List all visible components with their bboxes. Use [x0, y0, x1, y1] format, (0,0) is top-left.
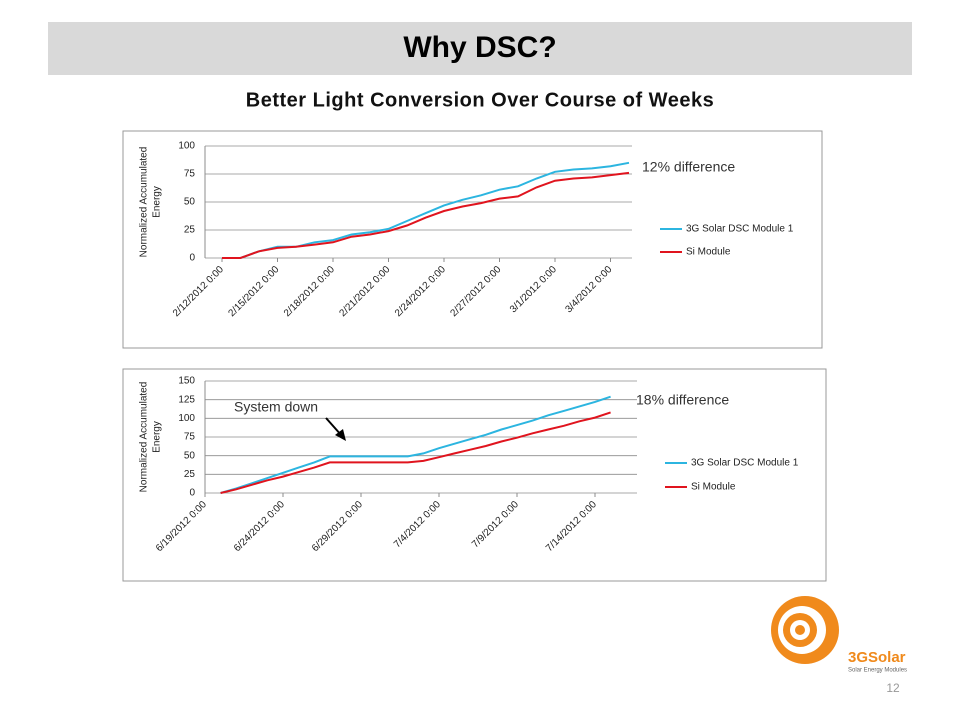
legend-label: Si Module [686, 247, 731, 258]
slide-title: Why DSC? [403, 31, 556, 64]
y-tick-label: 75 [184, 432, 196, 443]
x-tick-label: 3/4/2012 0:00 [563, 264, 614, 315]
series-line [220, 395, 611, 494]
series-line [220, 411, 611, 494]
chart-frame [122, 368, 827, 582]
y-axis-label: Energy [152, 186, 163, 218]
x-tick-label: 2/27/2012 0:00 [449, 264, 504, 319]
x-tick-label: 7/14/2012 0:00 [544, 499, 599, 554]
y-tick-label: 50 [184, 197, 196, 208]
y-tick-label: 25 [184, 225, 196, 236]
x-tick-label: 6/24/2012 0:00 [232, 499, 287, 554]
x-tick-label: 7/9/2012 0:00 [470, 499, 521, 550]
y-axis-label: Energy [152, 421, 163, 453]
y-tick-label: 50 [184, 450, 196, 461]
y-tick-label: 125 [178, 394, 195, 405]
series-line [222, 161, 630, 259]
y-tick-label: 100 [178, 413, 195, 424]
annotation: System down [234, 399, 318, 415]
x-tick-label: 6/19/2012 0:00 [154, 499, 209, 554]
y-tick-label: 0 [189, 488, 195, 499]
y-tick-label: 150 [178, 376, 195, 387]
title-bar [48, 22, 912, 75]
y-tick-label: 0 [189, 253, 195, 264]
legend-label: Si Module [691, 482, 736, 493]
x-tick-label: 2/12/2012 0:00 [171, 264, 226, 319]
legend-label: 3G Solar DSC Module 1 [691, 458, 799, 469]
y-axis-label: Normalized Accumulated [139, 147, 150, 258]
x-tick-label: 2/24/2012 0:00 [393, 264, 448, 319]
legend-label: 3G Solar DSC Module 1 [686, 224, 794, 235]
chart-frame [122, 130, 823, 349]
slide-subtitle: Better Light Conversion Over Course of W… [246, 89, 714, 111]
logo-name: 3GSolar [848, 649, 906, 666]
y-tick-label: 25 [184, 469, 196, 480]
x-tick-label: 2/15/2012 0:00 [227, 264, 282, 319]
annotation-arrowhead [335, 429, 346, 441]
annotation: 12% difference [642, 159, 735, 175]
y-axis-label: Normalized Accumulated [139, 382, 150, 493]
x-tick-label: 6/29/2012 0:00 [310, 499, 365, 554]
x-tick-label: 2/18/2012 0:00 [282, 264, 337, 319]
x-tick-label: 2/21/2012 0:00 [338, 264, 393, 319]
y-tick-label: 100 [178, 141, 195, 152]
annotation: 18% difference [636, 392, 729, 408]
x-tick-label: 3/1/2012 0:00 [508, 264, 559, 315]
x-tick-label: 7/4/2012 0:00 [392, 499, 443, 550]
logo-tagline: Solar Energy Modules [848, 668, 907, 674]
y-tick-label: 75 [184, 169, 196, 180]
logo-dot [795, 625, 805, 635]
page-number: 12 [886, 681, 900, 695]
logo: 3GSolar Solar Energy Modules [771, 596, 907, 674]
series-line [222, 171, 630, 259]
